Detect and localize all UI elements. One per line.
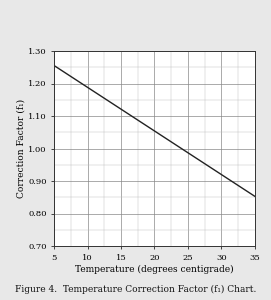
Text: Figure 4.  Temperature Correction Factor (f₁) Chart.: Figure 4. Temperature Correction Factor … <box>15 285 256 294</box>
X-axis label: Temperature (degrees centigrade): Temperature (degrees centigrade) <box>75 264 234 274</box>
Y-axis label: Correction Factor (f₁): Correction Factor (f₁) <box>16 99 25 198</box>
